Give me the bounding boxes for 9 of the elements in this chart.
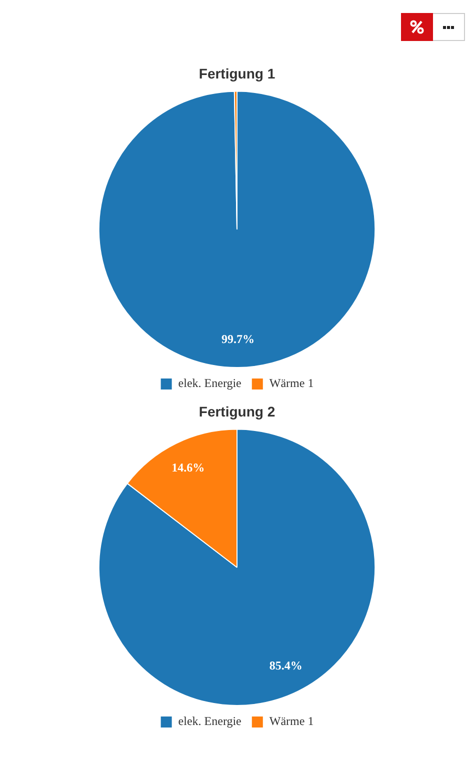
data-label: 85.4% — [269, 658, 302, 673]
legend-label: elek. Energie — [178, 714, 242, 728]
data-label: 99.7% — [222, 332, 255, 346]
chart-title: Fertigung 1 — [198, 65, 276, 82]
chart-title: Fertigung 2 — [198, 403, 276, 420]
legend-label: elek. Energie — [178, 376, 242, 390]
legend-label: Wärme 1 — [269, 714, 314, 728]
legend-label: Wärme 1 — [269, 376, 314, 390]
data-label: 14.6% — [172, 460, 205, 474]
